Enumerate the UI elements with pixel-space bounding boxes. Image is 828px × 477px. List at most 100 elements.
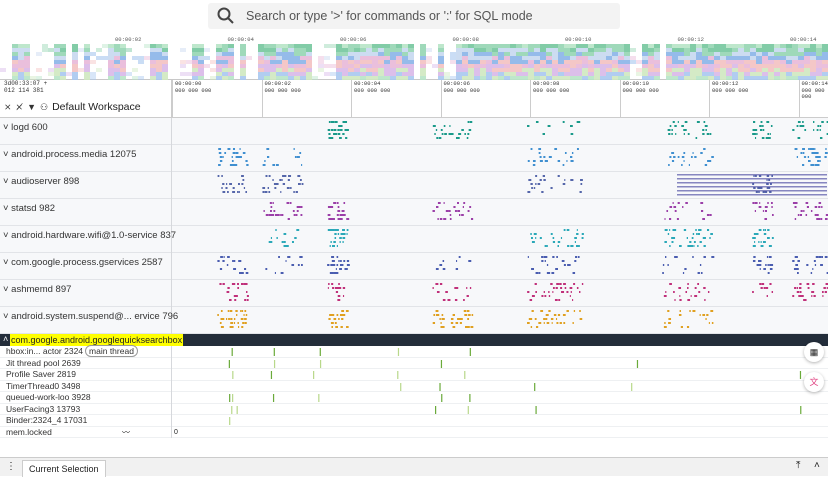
slice xyxy=(532,295,535,297)
slice xyxy=(759,264,761,266)
overview-cell xyxy=(354,44,360,48)
thread-track[interactable]: queued-work-loo 3928 xyxy=(0,392,828,404)
slice xyxy=(769,245,772,247)
slice xyxy=(262,191,264,193)
slice xyxy=(767,295,768,297)
collapse-all-icon[interactable]: ⨯ xyxy=(4,102,12,113)
unpin-icon[interactable]: ⨯̸ xyxy=(16,102,24,113)
menu-dots-icon[interactable]: ⋮ xyxy=(6,461,16,472)
overview-cell xyxy=(216,48,222,52)
overview-cell xyxy=(144,44,150,48)
slice xyxy=(527,125,529,127)
overview-cell xyxy=(336,56,342,60)
omnibox[interactable]: Search or type '>' for commands or ':' f… xyxy=(208,3,620,29)
thread-track[interactable]: UserFacing3 13793 xyxy=(0,404,828,416)
slice xyxy=(753,237,756,239)
overview-cell xyxy=(456,48,462,52)
process-track[interactable]: ˅ ashmemd 897 xyxy=(0,280,828,307)
slice xyxy=(243,314,244,316)
slice xyxy=(337,129,340,131)
process-track[interactable]: ˅ com.google.process.gservices 2587 xyxy=(0,253,828,280)
overview-cell xyxy=(588,52,594,56)
slice xyxy=(696,233,697,235)
tab-current-selection[interactable]: Current Selection xyxy=(22,460,106,477)
overview-cell xyxy=(342,72,348,76)
overview-cell xyxy=(540,68,546,72)
overview-cell xyxy=(288,52,294,56)
overview-cell xyxy=(522,72,528,76)
overview-cell xyxy=(486,44,492,48)
filter-icon[interactable]: ▼ xyxy=(27,102,36,112)
overview-cell xyxy=(768,68,774,72)
overview-cell xyxy=(120,52,126,56)
slice xyxy=(800,125,802,127)
overview-cell xyxy=(486,52,492,56)
overview-cell xyxy=(708,56,714,60)
overview-cell xyxy=(306,72,312,76)
workspace-name[interactable]: Default Workspace xyxy=(52,101,141,113)
process-track[interactable]: ˅ logd 600 xyxy=(0,118,828,145)
overview-cell xyxy=(300,64,306,68)
thread-track[interactable]: TimerThread0 3498 xyxy=(0,381,828,393)
track-slices xyxy=(172,253,828,280)
pin-top-icon[interactable]: ⤒ xyxy=(796,460,800,471)
overview-cell xyxy=(456,56,462,60)
chevron-up-icon[interactable]: ˄ xyxy=(3,334,8,344)
slice xyxy=(702,133,704,135)
overview-cell xyxy=(72,52,78,56)
overview-cell xyxy=(540,64,546,68)
overview-cell xyxy=(600,68,606,72)
slice xyxy=(331,272,333,274)
overview-cell xyxy=(204,64,210,68)
overview-cell xyxy=(108,60,114,64)
layout-icon[interactable]: ▦ xyxy=(804,342,824,362)
translate-icon[interactable]: 文 xyxy=(804,372,824,392)
overview-cell xyxy=(474,60,480,64)
overview-cell xyxy=(600,64,606,68)
overview-cell xyxy=(690,64,696,68)
overview-cell xyxy=(510,56,516,60)
process-track[interactable]: ˅ android.process.media 12075 xyxy=(0,145,828,172)
thread-track[interactable]: Jit thread pool 2639 xyxy=(0,358,828,370)
overview-cell xyxy=(468,64,474,68)
overview-cell xyxy=(60,48,66,52)
slice xyxy=(237,287,239,289)
overview-cell xyxy=(570,48,576,52)
slice xyxy=(338,125,340,127)
overview-cell xyxy=(282,64,288,68)
process-track[interactable]: ˅ audioserver 898 xyxy=(0,172,828,199)
slice xyxy=(813,295,815,297)
thread-track[interactable]: Profile Saver 2819 xyxy=(0,369,828,381)
workspace-icon[interactable]: ⚇ xyxy=(40,102,48,113)
thread-track[interactable]: Binder:2324_4 17031 xyxy=(0,415,828,427)
overview-cell xyxy=(672,52,678,56)
process-track[interactable]: ˅ android.hardware.wifi@1.0-service 837 xyxy=(0,226,828,253)
overview-cell xyxy=(18,60,24,64)
overview-cell xyxy=(768,52,774,56)
overview-cell xyxy=(432,64,438,68)
slice xyxy=(238,183,240,185)
overview-cell xyxy=(114,72,120,76)
overview-cell xyxy=(462,56,468,60)
process-track[interactable]: ˅ android.system.suspend@... ervice 796 xyxy=(0,307,828,334)
overview-cell xyxy=(390,56,396,60)
slice xyxy=(802,164,804,166)
overview-cell xyxy=(636,68,642,72)
slice xyxy=(767,264,768,266)
slice xyxy=(574,260,576,262)
slice xyxy=(281,272,284,274)
slice xyxy=(539,272,541,274)
chevron-up-icon[interactable]: ˄ xyxy=(814,460,820,471)
thread-title: Jit thread pool 2639 xyxy=(6,358,81,369)
process-track[interactable]: ˅ statsd 982 xyxy=(0,199,828,226)
overview-cell xyxy=(822,64,828,68)
timeline-left-header: 3d00:33:07 +012 114 381 ⨯ ⨯̸ ▼ ⚇ Default… xyxy=(0,80,172,118)
slice xyxy=(227,291,230,293)
slice xyxy=(469,129,472,131)
slice xyxy=(799,287,801,289)
slice xyxy=(435,406,436,414)
slice xyxy=(753,129,755,131)
